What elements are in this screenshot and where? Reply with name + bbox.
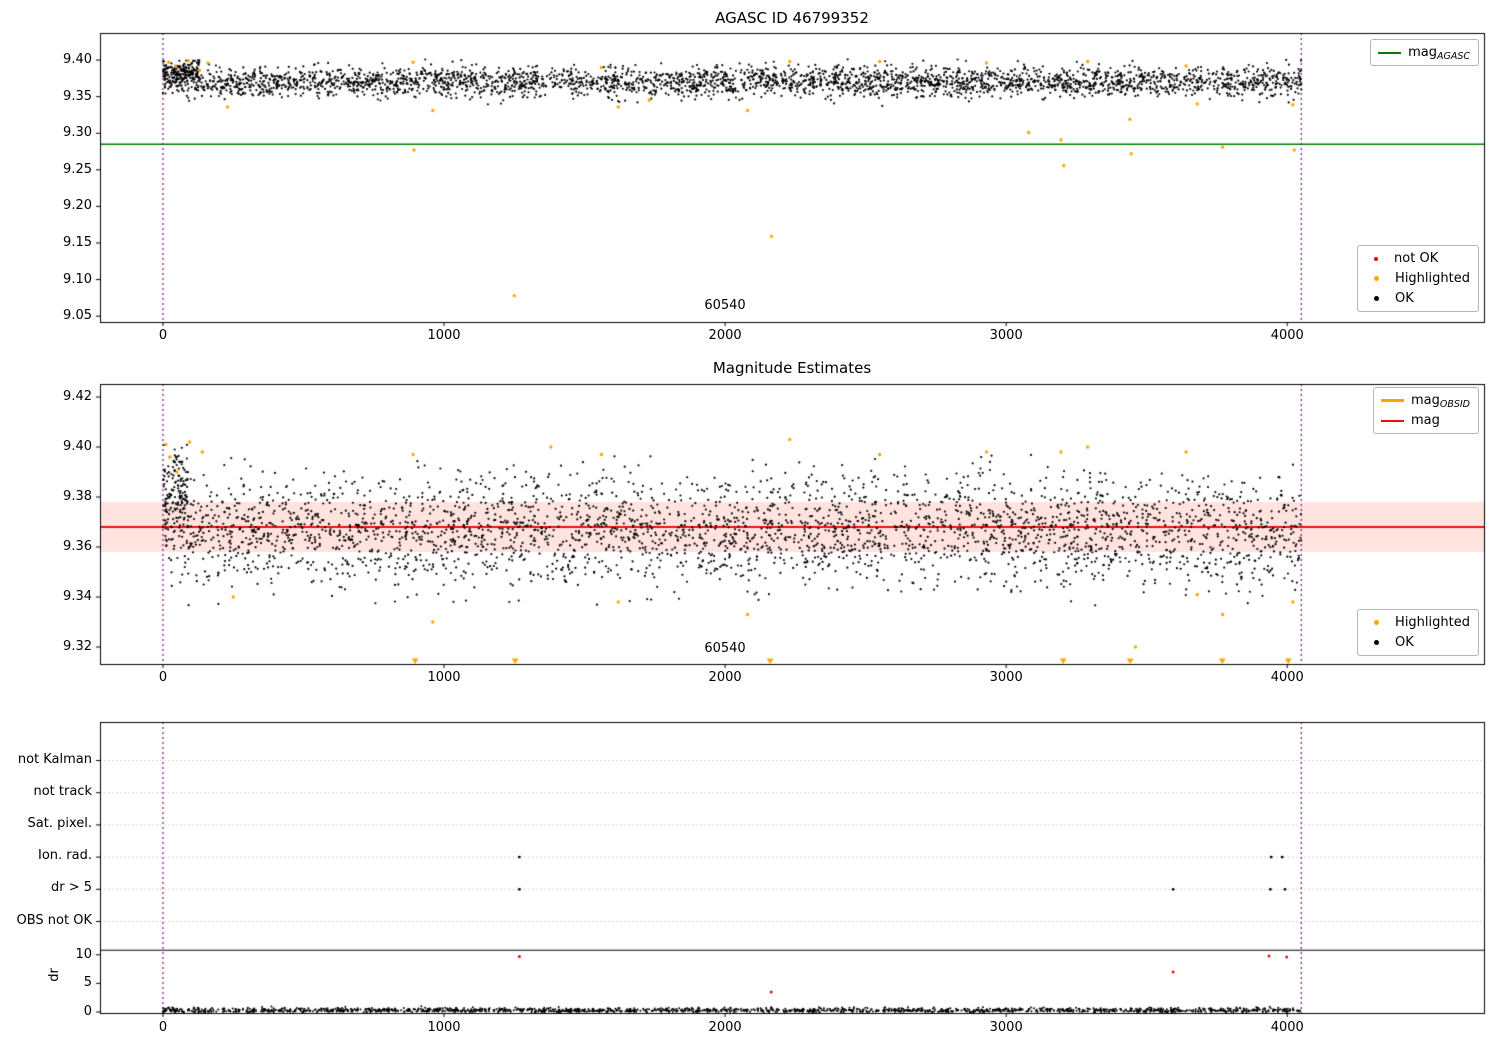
flag-category-label: dr > 5 xyxy=(50,880,92,896)
x-tick-label: 1000 xyxy=(427,328,461,343)
chart1-marker-legend: not OK Highlighted OK xyxy=(1357,245,1479,312)
mag-line-sample xyxy=(1380,419,1404,422)
flag-category-label: not Kalman xyxy=(17,751,92,767)
x-tick-label: 3000 xyxy=(989,328,1023,343)
y-tick-label: 9.30 xyxy=(63,125,92,141)
ok-marker-sample xyxy=(1374,296,1380,301)
mag-legend-main: mag xyxy=(1410,413,1440,428)
y-tick-label: 9.05 xyxy=(63,308,92,324)
mag-obsid-legend-main: mag xyxy=(1410,393,1440,408)
legend-entry-ok-2: OK xyxy=(1365,633,1470,652)
mag-obsid-legend-sub: OBSID xyxy=(1439,399,1470,410)
not-ok-marker-sample xyxy=(1374,256,1379,261)
x-tick-label: 0 xyxy=(158,670,168,685)
mag-legend-label: mag xyxy=(1411,413,1440,428)
x-tick-label: 2000 xyxy=(708,328,742,343)
chart2-obsid-annotation: 60540 xyxy=(704,641,746,656)
y-tick-label: 9.36 xyxy=(63,539,92,554)
x-tick-label: 2000 xyxy=(708,670,742,685)
y-tick-label: 9.15 xyxy=(63,234,92,250)
legend-entry-not-ok: not OK xyxy=(1365,249,1470,268)
flag-category-label: Sat. pixel. xyxy=(27,815,92,831)
legend-entry-ok: OK xyxy=(1365,289,1470,308)
legend-entry-mag-agasc: magAGASC xyxy=(1378,43,1470,62)
y-tick-label: 9.40 xyxy=(63,52,92,68)
y-tick-label: 9.38 xyxy=(63,489,92,504)
x-tick-label: 3000 xyxy=(989,670,1023,685)
y-tick-label: 9.10 xyxy=(63,271,92,287)
chart2-line-legend: magOBSID mag xyxy=(1372,387,1479,434)
ok-legend-label: OK xyxy=(1395,291,1414,306)
y-tick-label: 9.42 xyxy=(63,389,92,404)
mag-obsid-legend-label: magOBSID xyxy=(1410,393,1470,410)
x-tick-label: 1000 xyxy=(427,670,461,685)
dr-tick-label: 10 xyxy=(75,946,92,962)
x-tick-label: 3000 xyxy=(989,1020,1023,1035)
not-ok-legend-label: not OK xyxy=(1394,251,1439,266)
mag-agasc-legend-sub: AGASC xyxy=(1436,51,1470,62)
mag-agasc-legend-main: mag xyxy=(1408,45,1437,60)
x-tick-label: 0 xyxy=(158,328,168,343)
x-tick-label: 2000 xyxy=(708,1020,742,1035)
x-tick-label: 4000 xyxy=(1270,670,1304,685)
highlighted-marker-sample xyxy=(1374,276,1380,281)
dr-tick-label: 5 xyxy=(83,975,92,991)
legend-entry-mag: mag xyxy=(1380,411,1470,430)
legend-entry-highlighted-2: Highlighted xyxy=(1365,613,1470,632)
chart1-title: AGASC ID 46799352 xyxy=(715,9,869,27)
legend-entry-highlighted: Highlighted xyxy=(1365,269,1470,288)
highlighted-legend-label: Highlighted xyxy=(1395,271,1470,286)
flag-category-label: not track xyxy=(33,783,92,799)
flag-category-label: OBS not OK xyxy=(16,912,93,928)
y-tick-label: 9.34 xyxy=(63,589,92,604)
chart1-line-legend: magAGASC xyxy=(1370,39,1479,66)
highlighted-marker-sample xyxy=(1374,620,1380,625)
mag-agasc-legend-label: magAGASC xyxy=(1408,45,1470,62)
x-tick-label: 0 xyxy=(158,1020,168,1035)
x-tick-label: 4000 xyxy=(1270,1020,1304,1035)
y-tick-label: 9.20 xyxy=(63,198,92,214)
chart1-obsid-annotation: 60540 xyxy=(704,298,746,313)
ok-marker-sample xyxy=(1374,640,1380,645)
dr-tick-label: 0 xyxy=(83,1004,92,1019)
y-tick-label: 9.40 xyxy=(63,439,92,454)
x-tick-label: 4000 xyxy=(1270,328,1304,343)
y-tick-label: 9.35 xyxy=(63,88,92,104)
x-tick-label: 1000 xyxy=(427,1020,461,1035)
y-tick-label: 9.32 xyxy=(63,639,92,654)
chart2-title: Magnitude Estimates xyxy=(712,359,872,377)
mag-agasc-line-sample xyxy=(1378,51,1402,54)
chart2-marker-legend: Highlighted OK xyxy=(1357,609,1479,656)
legend-entry-mag-obsid: magOBSID xyxy=(1380,391,1470,410)
mag-obsid-line-sample xyxy=(1380,399,1404,402)
y-tick-label: 9.25 xyxy=(63,161,92,177)
ok-legend-label: OK xyxy=(1395,635,1414,650)
highlighted-legend-label: Highlighted xyxy=(1395,615,1470,630)
flag-category-label: Ion. rad. xyxy=(38,848,92,864)
